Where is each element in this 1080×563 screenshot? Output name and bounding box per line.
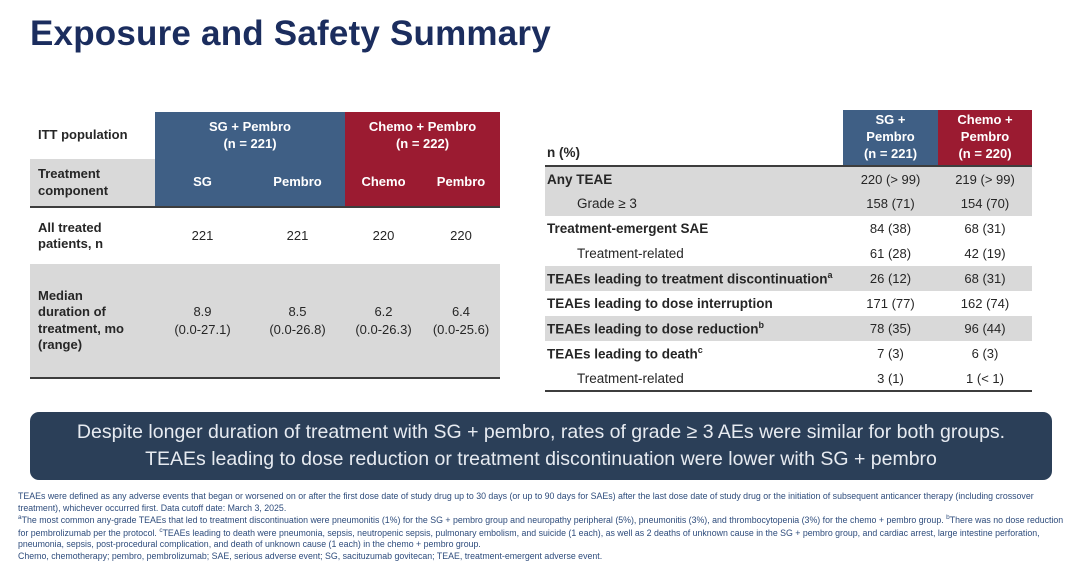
n-percent-label: n (%) <box>545 110 843 167</box>
row-value: 42 (19) <box>964 246 1006 261</box>
row-value: 221 <box>191 228 214 244</box>
row-value: 8.5 (0.0-26.8) <box>250 264 345 379</box>
row-value: 220 <box>372 228 395 244</box>
sg-pembro-group-header: SG + Pembro (n = 221) <box>155 112 345 159</box>
table-subheader-row: Treatment component SG Pembro Chemo Pemb… <box>30 159 500 208</box>
row-value: 68 (31) <box>938 266 1032 291</box>
row-value: 7 (3) <box>877 346 904 361</box>
row-label: TEAEs leading to dose interruption <box>547 296 773 311</box>
table-header-row: ITT population SG + Pembro (n = 221) Che… <box>30 112 500 159</box>
row-label: Any TEAE <box>545 166 843 191</box>
summary-callout: Despite longer duration of treatment wit… <box>30 412 1052 480</box>
page-title: Exposure and Safety Summary <box>30 14 551 53</box>
table-row: Treatment-emergent SAE 84 (38) 68 (31) <box>545 216 1032 241</box>
safety-table-body: Any TEAE 220 (> 99) 219 (> 99) Grade ≥ 3 158… <box>545 166 1032 392</box>
row-label: TEAEs leading to dose reductionb <box>545 316 843 341</box>
row-value: 171 (77) <box>866 296 915 311</box>
footnote-line: aThe most common any-grade TEAEs that le… <box>18 514 1064 550</box>
row-label: Treatment-related <box>545 366 843 392</box>
row-value: 6.2 (0.0-26.3) <box>345 264 422 379</box>
row-value: 220 <box>450 228 472 244</box>
row-value: 154 (70) <box>938 191 1032 216</box>
safety-table: n (%) SG + Pembro (n = 221) Chemo + Pemb… <box>545 110 1032 392</box>
row-value: 61 (28) <box>869 246 912 261</box>
table-header-row: n (%) SG + Pembro (n = 221) Chemo + Pemb… <box>545 110 1032 167</box>
row-label: Median duration of treatment, mo (range) <box>30 264 155 379</box>
row-value: 1 (< 1) <box>938 366 1032 392</box>
table-row: Grade ≥ 3 158 (71) 154 (70) <box>545 191 1032 216</box>
row-value: 221 <box>286 228 309 244</box>
table-row: All treated patients, n 221 221 220 220 <box>30 207 500 264</box>
row-value: 96 (44) <box>938 316 1032 341</box>
row-label: TEAEs leading to deathc <box>547 345 703 362</box>
column-header-chemo: Chemo <box>345 159 422 208</box>
row-label: All treated patients, n <box>38 219 104 251</box>
row-value: 68 (31) <box>964 221 1006 236</box>
itt-population-label: ITT population <box>38 127 128 143</box>
row-value: 6 (3) <box>971 346 999 361</box>
row-value: 8.9 (0.0-27.1) <box>155 264 250 379</box>
footnote-line: Chemo, chemotherapy; pembro, pembrolizum… <box>18 550 603 561</box>
footnote-line: TEAEs were defined as any adverse events… <box>18 491 1034 513</box>
column-header-sg: SG <box>155 159 250 208</box>
table-row: TEAEs leading to treatment discontinuati… <box>545 266 1032 291</box>
table-row: Treatment-related 61 (28) 42 (19) <box>545 241 1032 266</box>
table-row: TEAEs leading to dose interruption 171 (7… <box>545 291 1032 316</box>
row-value: 78 (35) <box>843 316 938 341</box>
column-header-sg-pembro: SG + Pembro (n = 221) <box>843 110 938 167</box>
table-row: Treatment-related 3 (1) 1 (< 1) <box>545 366 1032 392</box>
footnotes: TEAEs were defined as any adverse events… <box>18 491 1068 563</box>
row-value: 84 (38) <box>869 221 912 236</box>
table-row: Any TEAE 220 (> 99) 219 (> 99) <box>545 166 1032 191</box>
row-label: Treatment-emergent SAE <box>547 221 709 236</box>
chemo-pembro-group-header: Chemo + Pembro (n = 222) <box>345 112 500 159</box>
row-value: 6.4 (0.0-25.6) <box>422 264 500 379</box>
row-value: 3 (1) <box>843 366 938 392</box>
column-header-pembro: Pembro <box>422 159 500 208</box>
row-value: 220 (> 99) <box>843 166 938 191</box>
row-label: TEAEs leading to treatment discontinuati… <box>545 266 843 291</box>
row-value: 26 (12) <box>843 266 938 291</box>
summary-text: Despite longer duration of treatment wit… <box>76 420 1006 470</box>
table-row: TEAEs leading to dose reductionb 78 (35) 9… <box>545 316 1032 341</box>
row-value: 219 (> 99) <box>938 166 1032 191</box>
column-header-pembro: Pembro <box>250 159 345 208</box>
row-value: 158 (71) <box>843 191 938 216</box>
column-header-chemo-pembro: Chemo + Pembro (n = 220) <box>938 110 1032 167</box>
row-label: Treatment-related <box>577 246 684 261</box>
table-row: Median duration of treatment, mo (range)… <box>30 264 500 379</box>
exposure-table: ITT population SG + Pembro (n = 221) Che… <box>30 112 500 379</box>
table-row: TEAEs leading to deathc 7 (3) 6 (3) <box>545 341 1032 366</box>
row-value: 162 (74) <box>960 296 1010 311</box>
treatment-component-label: Treatment component <box>30 159 155 208</box>
row-label: Grade ≥ 3 <box>545 191 843 216</box>
